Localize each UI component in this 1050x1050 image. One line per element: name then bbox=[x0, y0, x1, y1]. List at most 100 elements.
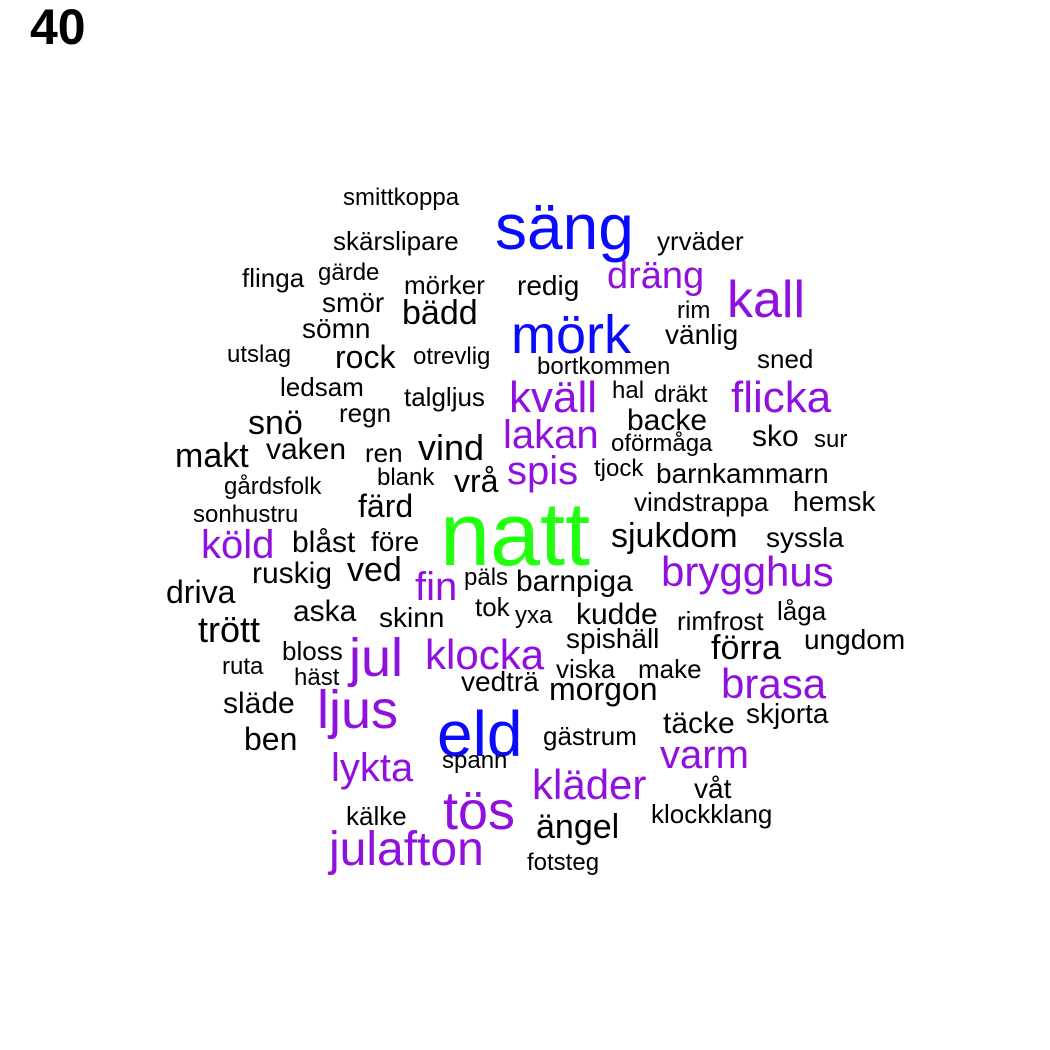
word-vindstrappa: vindstrappa bbox=[634, 487, 769, 517]
word-gårdsfolk: gårdsfolk bbox=[224, 473, 322, 500]
word-vrå: vrå bbox=[454, 463, 499, 499]
word-vaken: vaken bbox=[266, 433, 347, 466]
word-färd: färd bbox=[358, 488, 414, 524]
word-gärde: gärde bbox=[318, 259, 380, 286]
word-rim: rim bbox=[677, 297, 711, 324]
word-sned: sned bbox=[757, 344, 814, 374]
word-blåst: blåst bbox=[292, 526, 356, 559]
word-make: make bbox=[638, 654, 702, 684]
word-otrevlig: otrevlig bbox=[413, 343, 491, 370]
word-ängel: ängel bbox=[536, 808, 620, 846]
word-spis: spis bbox=[507, 449, 579, 493]
word-klockklang: klockklang bbox=[651, 799, 773, 829]
page-number: 40 bbox=[30, 0, 86, 55]
word-smör: smör bbox=[322, 287, 385, 318]
word-lakan: lakan bbox=[503, 413, 599, 457]
word-smittkoppa: smittkoppa bbox=[343, 184, 460, 211]
word-päls: päls bbox=[464, 564, 509, 591]
word-skärslipare: skärslipare bbox=[333, 226, 459, 256]
word-kläder: kläder bbox=[532, 761, 647, 808]
word-klocka: klocka bbox=[425, 631, 545, 678]
word-dräng: dräng bbox=[607, 255, 705, 297]
word-sonhustru: sonhustru bbox=[193, 501, 299, 528]
word-tok: tok bbox=[475, 592, 510, 622]
word-barnpiga: barnpiga bbox=[516, 565, 633, 598]
word-fotsteg: fotsteg bbox=[527, 849, 600, 876]
word-mörker: mörker bbox=[404, 270, 485, 300]
word-natt: natt bbox=[440, 485, 591, 585]
word-köld: köld bbox=[201, 523, 275, 567]
word-gästrum: gästrum bbox=[543, 721, 637, 751]
word-oförmåga: oförmåga bbox=[611, 430, 713, 457]
word-täcke: täcke bbox=[663, 707, 735, 740]
word-ren: ren bbox=[365, 438, 403, 468]
word-snö: snö bbox=[248, 404, 303, 442]
word-brasa: brasa bbox=[721, 660, 827, 707]
word-förra: förra bbox=[711, 629, 781, 667]
word-bloss: bloss bbox=[282, 636, 343, 666]
word-häst: häst bbox=[294, 664, 340, 691]
word-ungdom: ungdom bbox=[804, 624, 906, 655]
word-bädd: bädd bbox=[402, 294, 478, 332]
word-sjukdom: sjukdom bbox=[611, 517, 738, 555]
word-jul: jul bbox=[349, 628, 404, 688]
word-barnkammarn: barnkammarn bbox=[656, 458, 829, 489]
word-skinn: skinn bbox=[379, 602, 445, 633]
word-ledsam: ledsam bbox=[280, 372, 364, 402]
word-blank: blank bbox=[377, 464, 435, 491]
word-kväll: kväll bbox=[509, 373, 598, 422]
word-skjorta: skjorta bbox=[746, 698, 829, 729]
word-mörk: mörk bbox=[511, 305, 631, 365]
word-flicka: flicka bbox=[731, 373, 832, 422]
word-kall: kall bbox=[727, 271, 806, 329]
word-kudde: kudde bbox=[576, 598, 658, 631]
word-yxa: yxa bbox=[515, 602, 553, 629]
word-före: före bbox=[371, 526, 420, 557]
word-julafton: julafton bbox=[329, 823, 484, 876]
word-våt: våt bbox=[694, 773, 732, 804]
word-släde: släde bbox=[223, 687, 295, 720]
word-ben: ben bbox=[244, 721, 298, 757]
word-bortkommen: bortkommen bbox=[537, 353, 671, 380]
word-backe: backe bbox=[627, 404, 708, 437]
word-ved: ved bbox=[347, 551, 402, 589]
word-driva: driva bbox=[166, 574, 236, 610]
word-vedträ: vedträ bbox=[461, 666, 539, 697]
word-dräkt: dräkt bbox=[654, 381, 708, 408]
word-redig: redig bbox=[517, 270, 580, 301]
word-viska: viska bbox=[556, 654, 616, 684]
word-ljus: ljus bbox=[317, 680, 399, 740]
word-brygghus: brygghus bbox=[661, 548, 834, 595]
word-varm: varm bbox=[660, 733, 749, 777]
word-talgljus: talgljus bbox=[404, 382, 485, 412]
word-sömn: sömn bbox=[302, 313, 371, 344]
word-lykta: lykta bbox=[331, 746, 414, 790]
word-yrväder: yrväder bbox=[657, 226, 744, 256]
word-fin: fin bbox=[415, 565, 458, 609]
word-låga: låga bbox=[777, 596, 827, 626]
word-vind: vind bbox=[418, 427, 485, 468]
word-sur: sur bbox=[814, 426, 848, 453]
word-syssla: syssla bbox=[766, 522, 844, 553]
word-vänlig: vänlig bbox=[665, 319, 739, 350]
word-säng: säng bbox=[495, 191, 634, 263]
word-kälke: kälke bbox=[346, 801, 407, 831]
word-tjock: tjock bbox=[594, 455, 644, 482]
word-hal: hal bbox=[612, 377, 645, 404]
word-eld: eld bbox=[437, 698, 523, 770]
word-utslag: utslag bbox=[227, 341, 292, 368]
word-spann: spann bbox=[442, 747, 508, 774]
word-rimfrost: rimfrost bbox=[677, 606, 764, 636]
word-hemsk: hemsk bbox=[793, 486, 876, 517]
word-ruta: ruta bbox=[222, 653, 264, 680]
word-sko: sko bbox=[752, 420, 799, 453]
word-rock: rock bbox=[335, 339, 396, 375]
word-morgon: morgon bbox=[549, 671, 658, 707]
word-regn: regn bbox=[339, 398, 392, 428]
word-flinga: flinga bbox=[242, 263, 305, 293]
word-aska: aska bbox=[293, 595, 357, 628]
word-trött: trött bbox=[198, 609, 261, 650]
word-tös: tös bbox=[443, 781, 516, 841]
